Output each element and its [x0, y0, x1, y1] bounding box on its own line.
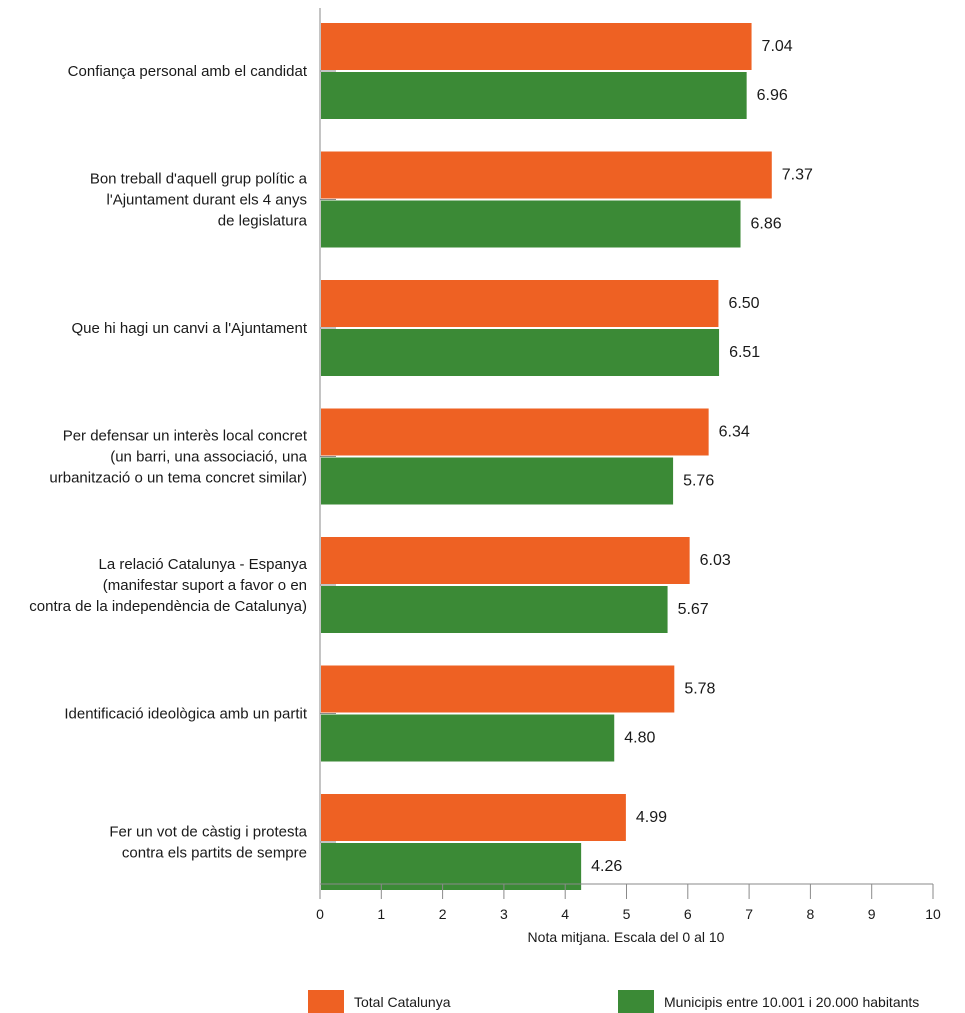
- bar-municipis-6: [321, 843, 582, 890]
- legend: Total Catalunya Municipis entre 10.001 i…: [308, 990, 919, 1013]
- value-label-municipis-0: 6.96: [757, 87, 788, 104]
- legend-swatch-total: [308, 990, 344, 1013]
- x-tick-label-10: 10: [925, 906, 941, 922]
- bar-total-0: [321, 23, 752, 70]
- value-label-total-6: 4.99: [636, 809, 667, 826]
- category-labels: Confiança personal amb el candidat Bon tr…: [29, 63, 308, 862]
- x-tick-label-9: 9: [868, 906, 876, 922]
- x-axis-ticks: 0 1 2 3 4 5 6 7 8 9 10: [316, 884, 941, 922]
- category-label-0: Confiança personal amb el candidat: [68, 63, 308, 80]
- bars-layer: [320, 23, 772, 890]
- value-label-municipis-1: 6.86: [751, 216, 782, 233]
- legend-label-municipis: Municipis entre 10.001 i 20.000 habitant…: [664, 994, 919, 1010]
- value-label-total-4: 6.03: [700, 552, 731, 569]
- bar-municipis-5: [321, 714, 615, 762]
- value-label-municipis-2: 6.51: [729, 344, 760, 361]
- bar-municipis-3: [321, 457, 674, 505]
- x-tick-label-8: 8: [807, 906, 815, 922]
- bar-total-3: [321, 408, 709, 456]
- value-label-municipis-6: 4.26: [591, 858, 622, 875]
- category-label-3: Per defensar un interès local concret (un…: [49, 428, 307, 487]
- bar-total-4: [321, 537, 690, 584]
- bar-municipis-1: [321, 200, 741, 248]
- category-label-5: Identificació ideològica amb un partit: [64, 706, 307, 723]
- x-axis-title: Nota mitjana. Escala del 0 al 10: [528, 929, 725, 945]
- value-label-total-5: 5.78: [684, 681, 715, 698]
- x-tick-label-7: 7: [745, 906, 753, 922]
- bar-total-1: [321, 151, 772, 199]
- value-label-total-0: 7.04: [762, 38, 793, 55]
- value-label-municipis-3: 5.76: [683, 473, 714, 490]
- value-label-total-2: 6.50: [728, 295, 759, 312]
- bar-municipis-0: [321, 72, 747, 119]
- category-label-2: Que hi hagi un canvi a l'Ajuntament: [71, 320, 307, 337]
- value-label-municipis-5: 4.80: [624, 730, 655, 747]
- bar-municipis-4: [321, 586, 668, 633]
- x-tick-label-3: 3: [500, 906, 508, 922]
- category-label-4: La relació Catalunya - Espanya (manifesta…: [29, 556, 307, 615]
- legend-swatch-municipis: [618, 990, 654, 1013]
- x-tick-label-2: 2: [439, 906, 447, 922]
- x-tick-label-0: 0: [316, 906, 324, 922]
- x-tick-label-5: 5: [623, 906, 631, 922]
- value-labels: 7.04 6.96 7.37 6.86 6.50 6.51 6.34 5.76 6.03 5.67…: [591, 38, 813, 875]
- value-label-total-1: 7.37: [782, 167, 813, 184]
- x-tick-label-6: 6: [684, 906, 692, 922]
- bar-total-6: [321, 794, 626, 841]
- value-label-municipis-4: 5.67: [678, 601, 709, 618]
- x-tick-label-1: 1: [377, 906, 385, 922]
- category-label-1: Bon treball d'aquell grup polític a l'Aju…: [90, 171, 308, 230]
- value-label-total-3: 6.34: [719, 424, 750, 441]
- legend-label-total: Total Catalunya: [354, 994, 451, 1010]
- bar-total-2: [321, 280, 719, 327]
- bar-total-5: [321, 665, 675, 713]
- category-label-6: Fer un vot de càstig i protesta contra el…: [109, 824, 307, 862]
- bar-municipis-2: [321, 329, 720, 376]
- x-tick-label-4: 4: [561, 906, 569, 922]
